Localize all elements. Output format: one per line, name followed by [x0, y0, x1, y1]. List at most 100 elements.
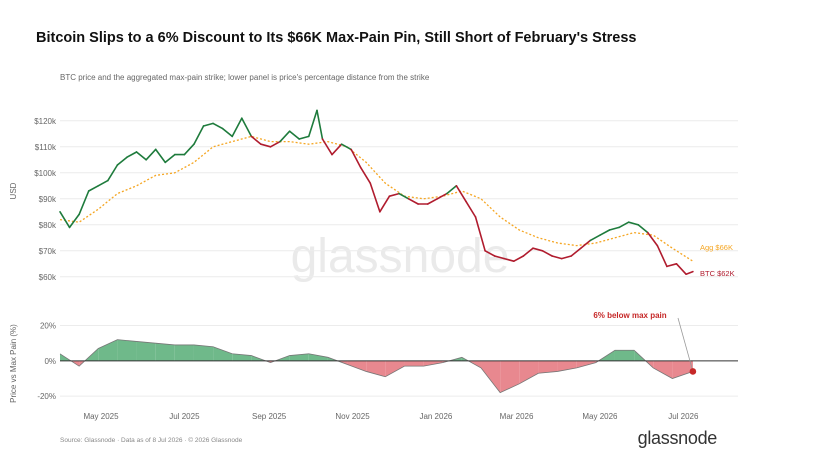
btc-price-segment	[164, 153, 176, 164]
btc-price-segment	[541, 250, 553, 257]
btc-price-segment	[193, 125, 205, 145]
btc-price-segment	[551, 255, 563, 260]
x-tick-label: May 2025	[83, 412, 119, 421]
btc-price-segment	[359, 166, 372, 184]
btc-price-segment	[589, 234, 601, 242]
btc-price-segment	[250, 135, 262, 145]
discount-area	[347, 360, 367, 372]
premium-area	[232, 353, 252, 361]
btc-price-segment	[316, 109, 324, 140]
btc-price-segment	[340, 143, 352, 151]
btc-price-segment	[637, 224, 649, 234]
btc-price-segment	[503, 257, 515, 263]
btc-price-segment	[212, 122, 224, 130]
y-tick-label: 0%	[44, 357, 56, 366]
btc-price-segment	[627, 221, 640, 226]
y-axis-label: Price vs Max Pain (%)	[9, 324, 18, 403]
premium-area	[174, 344, 194, 361]
y-tick-label: $60k	[39, 273, 57, 282]
btc-price-segment	[369, 182, 381, 213]
btc-price-segment	[513, 255, 525, 263]
btc-price-segment	[580, 239, 592, 249]
x-tick-label: Nov 2025	[335, 412, 370, 421]
max-pain-end-label: Agg $66K	[700, 243, 733, 252]
btc-price-segment	[298, 135, 310, 140]
btc-price-segment	[107, 164, 119, 182]
btc-price-segment	[78, 190, 90, 216]
btc-price-segment	[570, 247, 582, 257]
btc-price-segment	[154, 148, 167, 164]
btc-price-segment	[221, 127, 234, 138]
premium-area	[155, 343, 175, 361]
btc-price-segment	[260, 143, 272, 148]
btc-price-segment	[307, 109, 318, 138]
btc-price-segment	[202, 122, 214, 127]
btc-price-segment	[331, 143, 343, 156]
discount-area	[423, 360, 443, 367]
btc-price-segment	[646, 231, 659, 247]
btc-price-segment	[279, 130, 291, 143]
latest-marker	[689, 368, 697, 375]
y-axis-label: USD	[9, 182, 18, 199]
btc-price-segment	[608, 226, 620, 231]
btc-price-segment	[68, 213, 80, 229]
btc-price-segment	[426, 198, 439, 205]
y-tick-label: $90k	[39, 195, 57, 204]
annotation-label: 6% below max pain	[593, 311, 666, 320]
watermark: glassnode	[291, 230, 510, 283]
btc-price-segment	[465, 200, 477, 218]
discount-area	[366, 360, 386, 377]
btc-price-segment	[407, 198, 419, 205]
premium-area	[213, 346, 233, 361]
discount-area	[557, 360, 577, 372]
annotation-leader	[677, 317, 694, 372]
discount-area	[500, 360, 520, 393]
btc-price-segment	[59, 211, 71, 229]
btc-price-segment	[269, 140, 281, 148]
btc-price-segment	[656, 244, 668, 268]
premium-area	[98, 339, 118, 361]
btc-price-segment	[618, 221, 630, 229]
premium-area	[289, 353, 309, 361]
btc-price-segment	[288, 130, 301, 140]
glassnode-logo: glassnode	[637, 428, 718, 448]
y-tick-label: $70k	[39, 247, 57, 256]
btc-price-segment	[666, 262, 678, 268]
discount-area	[481, 360, 501, 393]
premium-area	[193, 344, 214, 361]
btc-price-segment	[135, 151, 147, 161]
discount-area	[519, 360, 539, 384]
btc-price-segment	[183, 143, 195, 156]
y-tick-label: -20%	[37, 392, 56, 401]
discount-area	[672, 360, 693, 379]
btc-price-segment	[446, 185, 458, 195]
y-tick-label: $120k	[34, 117, 57, 126]
premium-area	[136, 341, 156, 361]
distance-outline	[59, 339, 694, 394]
btc-end-label: BTC $62K	[700, 269, 735, 278]
discount-area	[538, 360, 558, 374]
discount-area	[576, 360, 596, 368]
btc-price-segment	[87, 185, 100, 192]
btc-price-segment	[532, 247, 544, 252]
btc-price-segment	[350, 148, 362, 169]
premium-area	[614, 350, 635, 361]
btc-price-segment	[560, 255, 573, 260]
chart-title: Bitcoin Slips to a 6% Discount to Its $6…	[36, 30, 637, 46]
y-tick-label: $110k	[35, 143, 57, 152]
premium-area	[117, 339, 137, 361]
x-tick-label: Mar 2026	[500, 412, 534, 421]
discount-area	[385, 360, 405, 377]
btc-price-segment	[522, 247, 534, 257]
btc-price-segment	[436, 192, 448, 200]
premium-area	[308, 353, 328, 361]
btc-price-segment	[231, 117, 243, 138]
btc-price-segment	[474, 216, 486, 252]
btc-price-segment	[321, 138, 333, 156]
btc-price-segment	[685, 270, 694, 276]
btc-price-segment	[241, 117, 253, 138]
btc-price-segment	[599, 229, 611, 236]
y-tick-label: $80k	[39, 221, 57, 230]
x-tick-label: May 2026	[582, 412, 618, 421]
